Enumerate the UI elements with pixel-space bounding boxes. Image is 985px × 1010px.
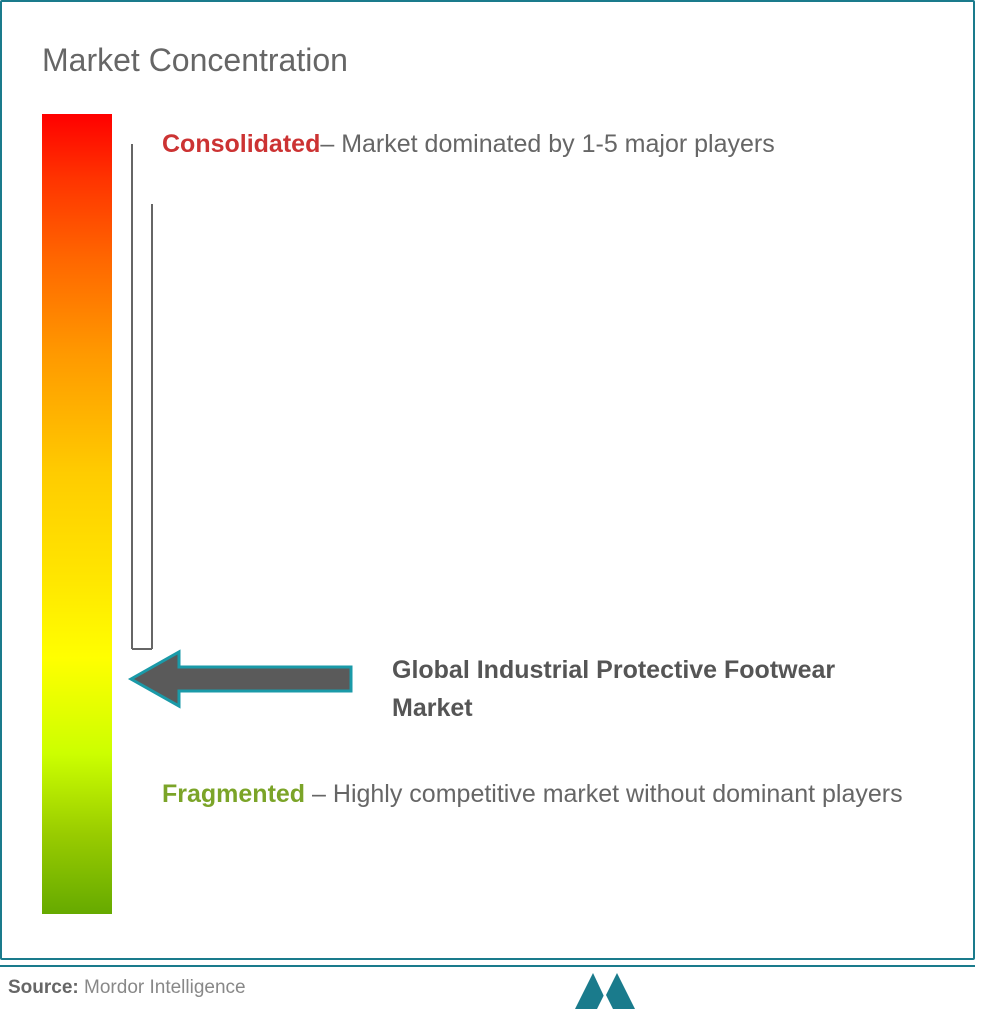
consolidated-keyword: Consolidated xyxy=(162,130,320,158)
fragmented-keyword: Fragmented xyxy=(162,780,305,808)
consolidated-label: Consolidated– Market dominated by 1-5 ma… xyxy=(162,114,923,174)
market-pointer: Global Industrial Protective Footwear Ma… xyxy=(127,634,727,744)
consolidated-desc: – Market dominated by 1-5 major players xyxy=(320,130,774,158)
concentration-gradient-bar xyxy=(42,114,112,914)
fragmented-label: Fragmented – Highly competitive market w… xyxy=(162,764,923,824)
arrow-icon xyxy=(127,644,367,714)
content-area: Consolidated– Market dominated by 1-5 ma… xyxy=(42,114,943,934)
source-label: Source: xyxy=(8,977,79,998)
mordor-logo-icon xyxy=(575,973,645,1009)
source-value: Mordor Intelligence xyxy=(79,977,246,998)
infographic-card: Market Concentration Consolidated– Marke… xyxy=(0,0,975,960)
page-title: Market Concentration xyxy=(42,42,943,79)
market-name-label: Global Industrial Protective Footwear Ma… xyxy=(392,652,912,727)
footer: Source: Mordor Intelligence xyxy=(0,965,975,1010)
labels-area: Consolidated– Market dominated by 1-5 ma… xyxy=(162,114,943,934)
source-attribution: Source: Mordor Intelligence xyxy=(8,977,246,999)
fragmented-desc: – Highly competitive market without domi… xyxy=(305,780,903,808)
